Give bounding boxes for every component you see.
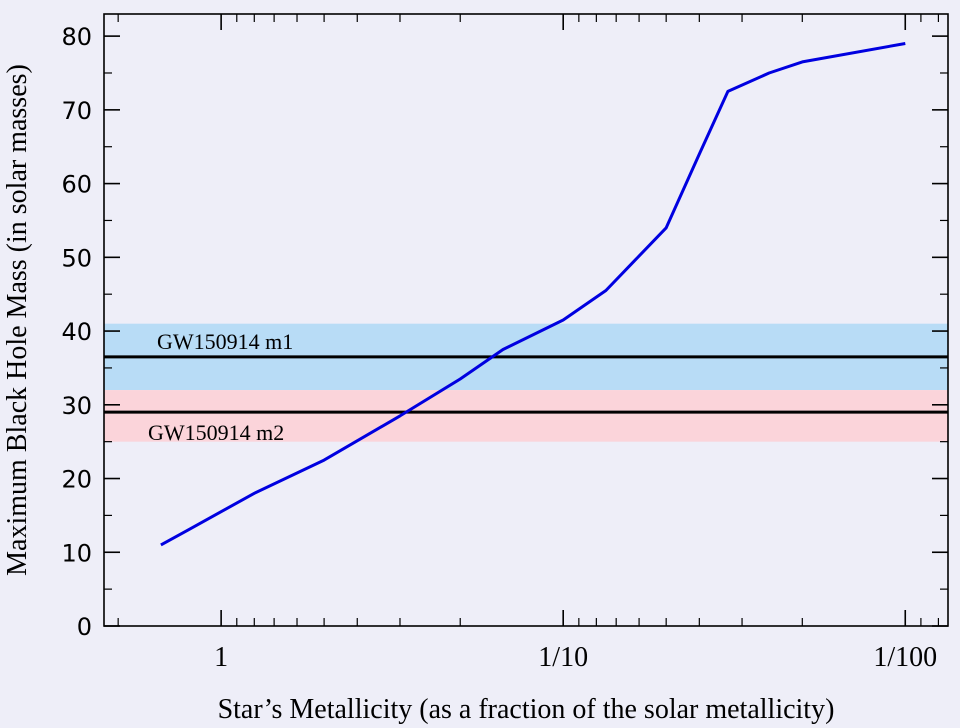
x-tick-label: 1: [214, 642, 228, 673]
x-axis-title: Star’s Metallicity (as a fraction of the…: [218, 694, 835, 725]
series-line-1: [160, 42, 906, 547]
y-tick-label: 40: [61, 318, 92, 346]
reference-line-label-m1: GW150914 m1: [157, 329, 293, 354]
y-tick-label: 20: [61, 466, 92, 494]
y-tick-label: 60: [61, 171, 92, 199]
y-tick-label: 80: [61, 23, 92, 51]
reference-lines-group: GW150914 m1 GW150914 m2: [104, 329, 948, 445]
plot-frame: [103, 13, 949, 627]
y-tick-label: 30: [61, 392, 92, 420]
plot-area: [104, 14, 948, 626]
band-2: [104, 390, 948, 442]
x-tick-label: 1/10: [538, 642, 588, 673]
reference-line-label-m2: GW150914 m2: [148, 420, 284, 445]
x-tick-label: 1/100: [873, 642, 937, 673]
series-group: [160, 42, 906, 547]
y-tick-label: 10: [61, 539, 92, 567]
y-tick-label: 70: [61, 97, 92, 125]
ticks-group: 0 10 20 30 40 50 60 70 80 1 1/10 1/100: [61, 14, 948, 673]
y-axis-title: Maximum Black Hole Mass (in solar masses…: [2, 64, 33, 576]
y-tick-label: 0: [77, 613, 92, 641]
y-tick-label: 50: [61, 244, 92, 272]
